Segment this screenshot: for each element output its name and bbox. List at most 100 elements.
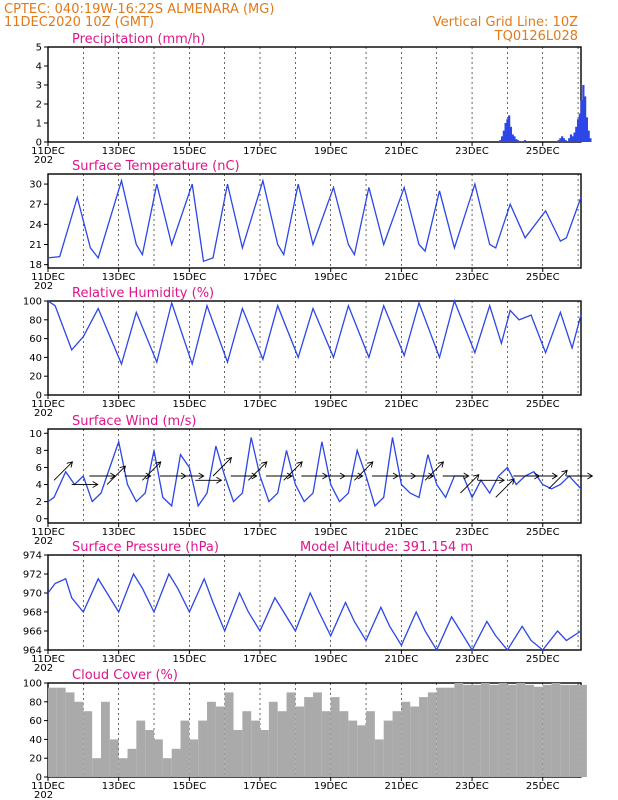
wind-y-tick: 0 <box>36 514 42 525</box>
precip-x-tick: 11DEC <box>31 146 65 157</box>
wind-x-tick: 15DEC <box>172 527 206 538</box>
temp-year-fragment: 202 <box>34 281 53 292</box>
wind-arrow <box>283 461 303 481</box>
pres-annotation: Model Altitude: 391.154 m <box>300 540 473 555</box>
rh-y-tick: 100 <box>23 297 42 308</box>
wind-arrow <box>495 478 515 498</box>
wind-arrow <box>212 456 233 477</box>
cloud-y-tick: 20 <box>29 754 42 765</box>
rh-x-tick: 23DEC <box>455 399 489 410</box>
precip-y-tick: 1 <box>36 119 42 130</box>
precip-bar <box>508 115 511 142</box>
cloud-bar <box>251 720 261 777</box>
cloud-x-tick: 15DEC <box>172 781 206 792</box>
precip-y-tick: 4 <box>36 62 42 73</box>
precip-y-tick: 3 <box>36 81 42 92</box>
cloud-bar <box>313 692 322 777</box>
cloud-bar <box>154 739 163 777</box>
rh-y-tick: 20 <box>29 372 42 383</box>
wind-x-tick: 25DEC <box>526 527 560 538</box>
cloud-bar <box>224 692 234 777</box>
temp-x-tick: 23DEC <box>455 272 489 283</box>
cloud-bar <box>198 720 208 777</box>
cloud-y-tick: 40 <box>29 735 42 746</box>
cloud-bar <box>321 711 331 777</box>
precip-bar <box>576 119 580 142</box>
cloud-bar <box>233 730 243 777</box>
cloud-title: Cloud Cover (%) <box>72 668 178 683</box>
pres-y-tick: 966 <box>23 627 42 638</box>
precip-bar <box>522 141 525 142</box>
pres-x-tick: 17DEC <box>243 654 277 665</box>
wind-y-tick: 8 <box>36 446 42 457</box>
cloud-bar <box>498 683 508 777</box>
cloud-bar <box>392 711 402 777</box>
pres-x-tick: 11DEC <box>31 654 65 665</box>
temp-x-tick: 21DEC <box>385 272 419 283</box>
precip-x-tick: 19DEC <box>314 146 348 157</box>
precip-year-fragment: 202 <box>34 155 53 166</box>
wind-x-tick: 19DEC <box>314 527 348 538</box>
cloud-y-tick: 60 <box>29 716 42 727</box>
cloud-year-fragment: 202 <box>34 790 53 800</box>
temp-series-line <box>47 178 582 263</box>
precip-bar <box>555 141 558 142</box>
precip-bar <box>585 117 589 142</box>
wind-arrow <box>424 461 445 481</box>
wind-arrow <box>460 474 480 494</box>
cloud-bar <box>374 739 384 777</box>
cloud-y-tick: 0 <box>36 773 42 784</box>
precip-bar <box>580 100 583 142</box>
panel-temp: Surface Temperature (nC) 18 21 24 27 30 11DEC 1… <box>29 159 582 292</box>
cloud-x-tick: 17DEC <box>243 781 277 792</box>
rh-x-tick: 19DEC <box>314 399 348 410</box>
temp-frame <box>47 173 582 269</box>
panel-pres: Surface Pressure (hPa) Model Altitude: 39… <box>23 540 582 674</box>
cloud-y-tick: 100 <box>23 679 42 690</box>
wind-y-tick: 10 <box>29 429 42 440</box>
precip-bar <box>564 140 567 142</box>
cloud-bar <box>542 684 552 777</box>
cloud-bar <box>74 701 84 777</box>
pres-x-tick: 25DEC <box>526 654 560 665</box>
station-header: CPTEC: 040:19W-16:22S ALMENARA (MG) <box>4 2 274 17</box>
wind-x-tick: 11DEC <box>31 527 65 538</box>
cloud-bar <box>445 687 455 777</box>
precip-bar <box>569 134 573 142</box>
precip-bar <box>562 138 566 142</box>
precip-bar <box>506 119 509 142</box>
wind-arrow <box>478 476 505 484</box>
cloud-bar <box>533 686 543 777</box>
wind-arrow <box>106 465 127 485</box>
cloud-bar <box>83 711 93 777</box>
pres-series-line <box>47 572 582 652</box>
cloud-bar <box>207 701 216 777</box>
precip-bar <box>509 126 513 142</box>
cloud-bar <box>427 692 437 777</box>
precip-bar <box>500 136 504 142</box>
wind-arrow <box>89 472 117 480</box>
pres-year-fragment: 202 <box>34 663 53 674</box>
rh-y-tick: 40 <box>29 353 42 364</box>
cloud-bar <box>339 711 349 777</box>
panels: Precipitation (mm/h) 0 1 2 3 4 5 11DEC 13DEC 15DE… <box>23 32 594 800</box>
rh-y-tick: 0 <box>36 391 42 402</box>
cloud-bar <box>472 684 481 777</box>
precip-bar <box>575 126 578 142</box>
panel-cloud: Cloud Cover (%) 0 20 40 60 80 100 11DEC 13DEC 15D… <box>23 668 587 800</box>
panel-rh: Relative Humidity (%) 0 20 40 60 80 100 11DEC 13… <box>23 286 582 419</box>
cloud-bar <box>357 725 367 777</box>
wind-arrow <box>195 476 223 484</box>
precip-bar <box>511 134 514 142</box>
model-id: TQ0126L028 <box>494 29 578 44</box>
cloud-x-tick: 11DEC <box>31 781 65 792</box>
rh-series-line <box>47 298 582 367</box>
rh-x-tick: 17DEC <box>243 399 277 410</box>
wind-x-tick: 17DEC <box>243 527 277 538</box>
cloud-x-tick: 21DEC <box>385 781 419 792</box>
cloud-bar <box>525 684 534 777</box>
rh-title: Relative Humidity (%) <box>72 286 214 301</box>
pres-y-tick: 974 <box>23 551 42 562</box>
grid-line-note: Vertical Grid Line: 10Z <box>433 15 578 30</box>
